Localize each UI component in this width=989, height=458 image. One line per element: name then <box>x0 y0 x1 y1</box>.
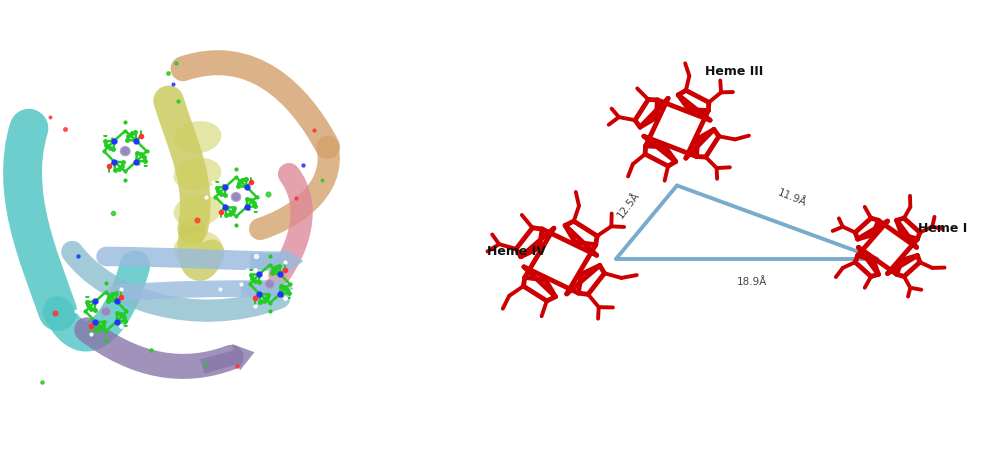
FancyArrow shape <box>241 276 294 301</box>
Ellipse shape <box>174 158 222 191</box>
Text: Heme IV: Heme IV <box>487 245 546 258</box>
FancyArrow shape <box>200 344 254 373</box>
Circle shape <box>265 279 274 289</box>
Text: Heme III: Heme III <box>705 65 764 78</box>
Ellipse shape <box>174 231 222 264</box>
Circle shape <box>121 147 131 156</box>
Circle shape <box>101 307 111 316</box>
Text: 11.9Å: 11.9Å <box>776 188 808 208</box>
Ellipse shape <box>174 121 222 154</box>
FancyArrow shape <box>250 247 304 275</box>
Text: Heme I: Heme I <box>918 223 967 235</box>
Text: 12.5Å: 12.5Å <box>616 190 642 220</box>
Ellipse shape <box>174 194 222 227</box>
Circle shape <box>231 192 240 202</box>
Text: 18.9Å: 18.9Å <box>737 277 766 287</box>
